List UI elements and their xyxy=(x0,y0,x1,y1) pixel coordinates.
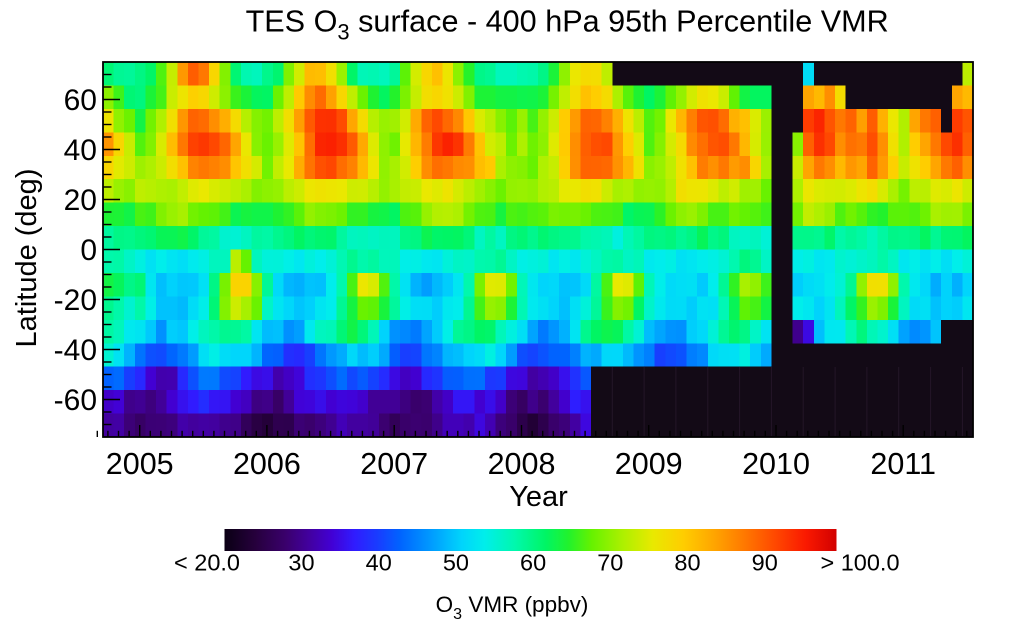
svg-text:80: 80 xyxy=(674,550,700,576)
svg-text:40: 40 xyxy=(366,550,392,576)
svg-text:50: 50 xyxy=(443,550,469,576)
svg-text:20: 20 xyxy=(64,184,97,217)
svg-text:90: 90 xyxy=(752,550,778,576)
svg-text:Latitude (deg): Latitude (deg) xyxy=(11,169,43,348)
svg-text:> 100.0: > 100.0 xyxy=(820,550,899,576)
svg-text:-60: -60 xyxy=(54,384,97,417)
svg-text:-40: -40 xyxy=(54,334,97,367)
svg-text:2009: 2009 xyxy=(615,447,683,481)
svg-text:2007: 2007 xyxy=(360,447,428,481)
svg-text:2011: 2011 xyxy=(870,447,936,481)
svg-text:< 20.0: < 20.0 xyxy=(174,550,240,576)
svg-text:Year: Year xyxy=(509,481,568,513)
svg-text:60: 60 xyxy=(64,84,97,117)
svg-text:60: 60 xyxy=(520,550,546,576)
svg-text:40: 40 xyxy=(64,134,97,167)
svg-text:30: 30 xyxy=(288,550,314,576)
svg-text:2006: 2006 xyxy=(233,447,301,481)
svg-text:0: 0 xyxy=(80,234,97,267)
svg-text:-20: -20 xyxy=(54,284,97,317)
svg-text:2008: 2008 xyxy=(488,447,556,481)
svg-text:2005: 2005 xyxy=(106,447,174,481)
svg-text:2010: 2010 xyxy=(742,447,810,481)
svg-text:70: 70 xyxy=(597,550,623,576)
svg-text:TES O3 surface - 400 hPa 95th: TES O3 surface - 400 hPa 95th Percentile… xyxy=(246,5,889,45)
